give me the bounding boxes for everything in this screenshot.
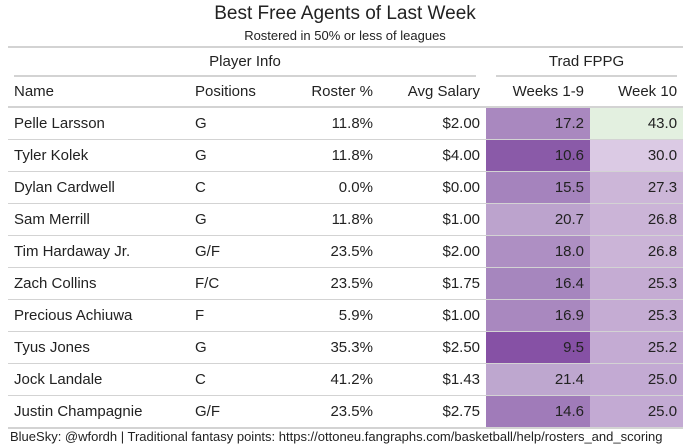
week-10-fppg: 26.8 bbox=[590, 235, 684, 268]
column-header-week-10: Week 10 bbox=[590, 77, 684, 108]
player-name: Pelle Larsson bbox=[8, 107, 189, 140]
table-row: Sam Merrill G 11.8% $1.00 20.7 26.8 bbox=[8, 203, 684, 236]
week-10-fppg: 25.2 bbox=[590, 331, 684, 364]
roster-pct: 23.5% bbox=[282, 395, 379, 429]
avg-salary: $1.43 bbox=[379, 363, 487, 396]
column-header-name: Name bbox=[8, 77, 189, 108]
roster-pct: 23.5% bbox=[282, 267, 379, 300]
column-header-roster-pct: Roster % bbox=[282, 77, 379, 108]
player-name: Tyler Kolek bbox=[8, 139, 189, 172]
player-positions: G bbox=[189, 331, 282, 364]
player-name: Sam Merrill bbox=[8, 203, 189, 236]
table-row: Justin Champagnie G/F 23.5% $2.75 14.6 2… bbox=[8, 395, 684, 429]
column-header-positions: Positions bbox=[189, 77, 282, 108]
column-header-avg-salary: Avg Salary bbox=[379, 77, 487, 108]
avg-salary: $1.75 bbox=[379, 267, 487, 300]
footer-note: BlueSky: @wfordh | Traditional fantasy p… bbox=[10, 429, 663, 444]
player-positions: C bbox=[189, 171, 282, 204]
player-name: Tyus Jones bbox=[8, 331, 189, 364]
player-positions: C bbox=[189, 363, 282, 396]
player-name: Justin Champagnie bbox=[8, 395, 189, 429]
week-10-fppg: 25.3 bbox=[590, 299, 684, 332]
player-positions: G bbox=[189, 203, 282, 236]
player-positions: G/F bbox=[189, 235, 282, 268]
roster-pct: 11.8% bbox=[282, 139, 379, 172]
table-row: Tyler Kolek G 11.8% $4.00 10.6 30.0 bbox=[8, 139, 684, 172]
roster-pct: 5.9% bbox=[282, 299, 379, 332]
player-name: Dylan Cardwell bbox=[8, 171, 189, 204]
weeks-1-9-fppg: 21.4 bbox=[486, 363, 591, 396]
roster-pct: 41.2% bbox=[282, 363, 379, 396]
player-positions: F/C bbox=[189, 267, 282, 300]
weeks-1-9-fppg: 18.0 bbox=[486, 235, 591, 268]
spanner-player-info: Player Info bbox=[8, 46, 487, 77]
roster-pct: 23.5% bbox=[282, 235, 379, 268]
player-positions: F bbox=[189, 299, 282, 332]
roster-pct: 11.8% bbox=[282, 107, 379, 140]
column-header-weeks-1-9: Weeks 1-9 bbox=[486, 77, 591, 108]
player-positions: G bbox=[189, 107, 282, 140]
avg-salary: $2.00 bbox=[379, 235, 487, 268]
week-10-fppg: 43.0 bbox=[590, 107, 684, 140]
table-subtitle: Rostered in 50% or less of leagues bbox=[244, 28, 446, 43]
table-row: Jock Landale C 41.2% $1.43 21.4 25.0 bbox=[8, 363, 684, 396]
roster-pct: 35.3% bbox=[282, 331, 379, 364]
week-10-fppg: 27.3 bbox=[590, 171, 684, 204]
roster-pct: 0.0% bbox=[282, 171, 379, 204]
table-row: Pelle Larsson G 11.8% $2.00 17.2 43.0 bbox=[8, 107, 684, 140]
player-positions: G bbox=[189, 139, 282, 172]
table-row: Dylan Cardwell C 0.0% $0.00 15.5 27.3 bbox=[8, 171, 684, 204]
player-name: Precious Achiuwa bbox=[8, 299, 189, 332]
week-10-fppg: 30.0 bbox=[590, 139, 684, 172]
weeks-1-9-fppg: 9.5 bbox=[486, 331, 591, 364]
roster-pct: 11.8% bbox=[282, 203, 379, 236]
table-row: Zach Collins F/C 23.5% $1.75 16.4 25.3 bbox=[8, 267, 684, 300]
table-row: Precious Achiuwa F 5.9% $1.00 16.9 25.3 bbox=[8, 299, 684, 332]
avg-salary: $1.00 bbox=[379, 203, 487, 236]
week-10-fppg: 25.0 bbox=[590, 395, 684, 429]
weeks-1-9-fppg: 14.6 bbox=[486, 395, 591, 429]
player-positions: G/F bbox=[189, 395, 282, 429]
avg-salary: $4.00 bbox=[379, 139, 487, 172]
player-name: Tim Hardaway Jr. bbox=[8, 235, 189, 268]
weeks-1-9-fppg: 17.2 bbox=[486, 107, 591, 140]
spanner-trad-fppg: Trad FPPG bbox=[486, 46, 684, 77]
weeks-1-9-fppg: 10.6 bbox=[486, 139, 591, 172]
avg-salary: $2.00 bbox=[379, 107, 487, 140]
weeks-1-9-fppg: 20.7 bbox=[486, 203, 591, 236]
weeks-1-9-fppg: 16.4 bbox=[486, 267, 591, 300]
avg-salary: $0.00 bbox=[379, 171, 487, 204]
week-10-fppg: 26.8 bbox=[590, 203, 684, 236]
player-name: Zach Collins bbox=[8, 267, 189, 300]
weeks-1-9-fppg: 16.9 bbox=[486, 299, 591, 332]
table-row: Tyus Jones G 35.3% $2.50 9.5 25.2 bbox=[8, 331, 684, 364]
table-row: Tim Hardaway Jr. G/F 23.5% $2.00 18.0 26… bbox=[8, 235, 684, 268]
player-name: Jock Landale bbox=[8, 363, 189, 396]
table-title: Best Free Agents of Last Week bbox=[214, 3, 476, 24]
avg-salary: $2.50 bbox=[379, 331, 487, 364]
avg-salary: $1.00 bbox=[379, 299, 487, 332]
week-10-fppg: 25.0 bbox=[590, 363, 684, 396]
free-agents-table: Player Info Trad FPPG Name Positions Ros… bbox=[8, 46, 684, 429]
week-10-fppg: 25.3 bbox=[590, 267, 684, 300]
avg-salary: $2.75 bbox=[379, 395, 487, 429]
weeks-1-9-fppg: 15.5 bbox=[486, 171, 591, 204]
